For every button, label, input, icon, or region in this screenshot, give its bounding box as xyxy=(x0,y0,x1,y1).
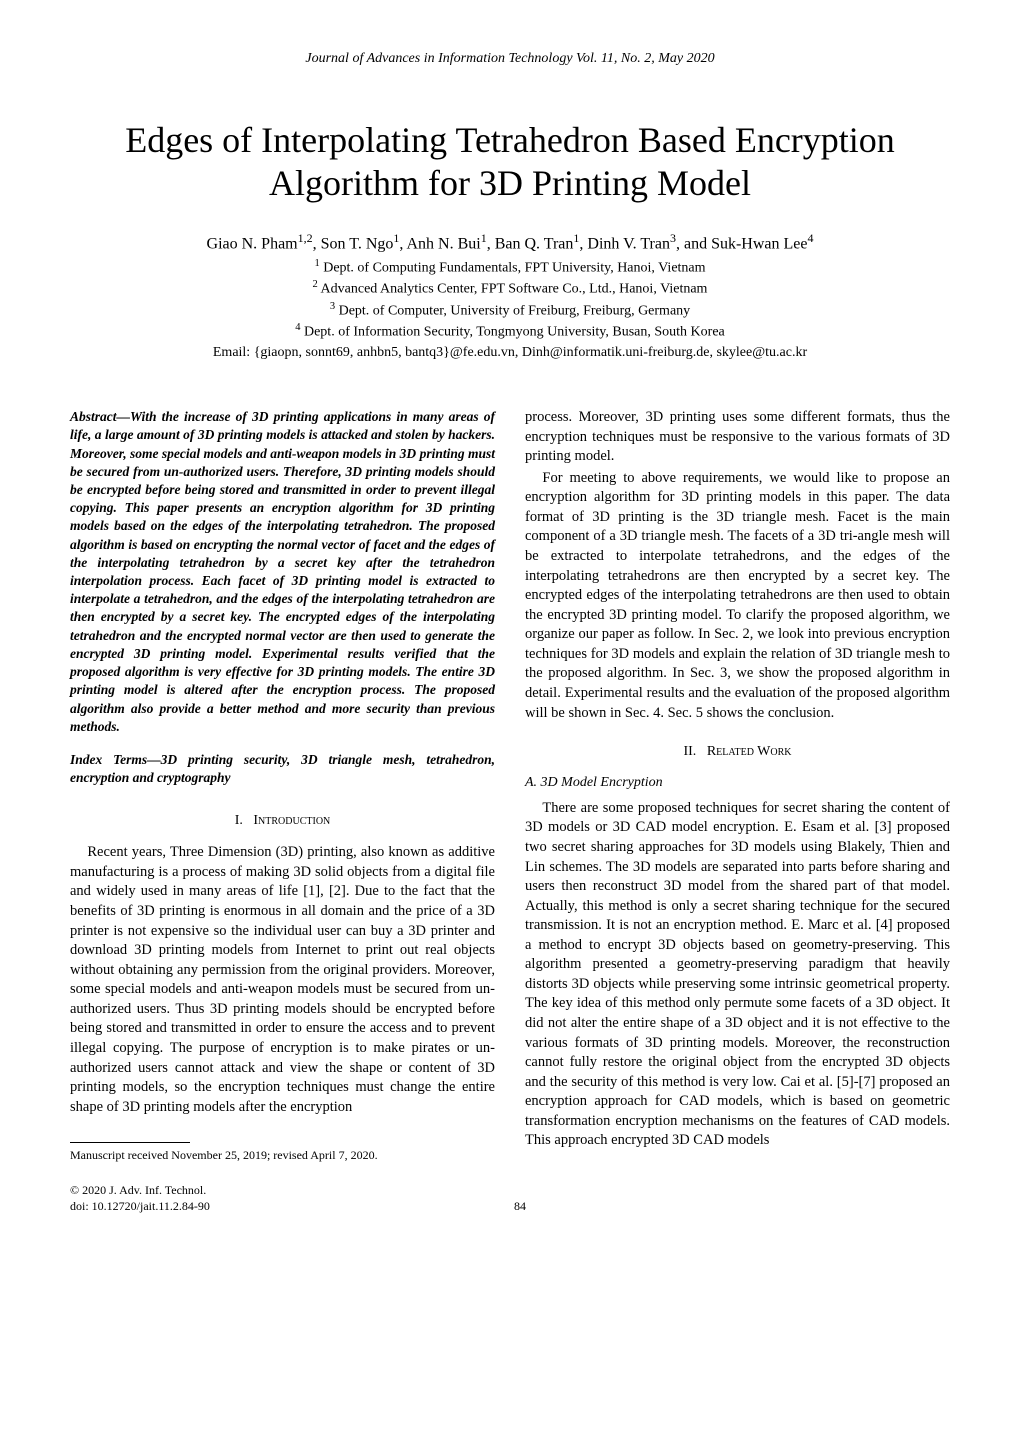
affiliation-2: 2 Advanced Analytics Center, FPT Softwar… xyxy=(70,278,950,299)
section-1-title: Introduction xyxy=(253,813,330,828)
section-2-title: Related Work xyxy=(707,744,792,759)
affiliation-4: 4 Dept. of Information Security, Tongmyo… xyxy=(70,321,950,342)
section-1-num: I. xyxy=(235,813,243,828)
abstract-label: Abstract xyxy=(70,409,117,424)
index-terms-block: Index Terms—3D printing security, 3D tri… xyxy=(70,751,495,787)
doi-line: doi: 10.12720/jait.11.2.84-90 xyxy=(70,1199,210,1215)
intro-paragraph-1: Recent years, Three Dimension (3D) print… xyxy=(70,843,495,1117)
affiliation-3: 3 Dept. of Computer, University of Freib… xyxy=(70,300,950,321)
paper-title: Edges of Interpolating Tetrahedron Based… xyxy=(70,119,950,205)
manuscript-footnote: Manuscript received November 25, 2019; r… xyxy=(70,1147,495,1163)
abstract-text: —With the increase of 3D printing applic… xyxy=(70,409,495,734)
page-number: 84 xyxy=(210,1198,830,1214)
affiliation-1: 1 Dept. of Computing Fundamentals, FPT U… xyxy=(70,257,950,278)
abstract-block: Abstract—With the increase of 3D printin… xyxy=(70,408,495,736)
section-1-heading: I. Introduction xyxy=(70,812,495,831)
col2-paragraph-2: For meeting to above requirements, we wo… xyxy=(525,469,950,723)
authors-line: Giao N. Pham1,2, Son T. Ngo1, Anh N. Bui… xyxy=(70,230,950,255)
footnote-rule xyxy=(70,1142,190,1143)
section-2-heading: II. Related Work xyxy=(525,743,950,762)
affiliations-block: 1 Dept. of Computing Fundamentals, FPT U… xyxy=(70,257,950,342)
page-footer: © 2020 J. Adv. Inf. Technol. doi: 10.127… xyxy=(70,1183,950,1214)
col2-continuation: process. Moreover, 3D printing uses some… xyxy=(525,408,950,467)
footer-left: © 2020 J. Adv. Inf. Technol. doi: 10.127… xyxy=(70,1183,210,1214)
s2a-paragraph-1: There are some proposed techniques for s… xyxy=(525,799,950,1151)
section-2-num: II. xyxy=(683,744,696,759)
subsection-2a-heading: A. 3D Model Encryption xyxy=(525,774,950,793)
index-terms-label: Index Terms xyxy=(70,752,147,767)
journal-header: Journal of Advances in Information Techn… xyxy=(70,50,950,69)
copyright-line: © 2020 J. Adv. Inf. Technol. xyxy=(70,1183,210,1199)
body-columns: Abstract—With the increase of 3D printin… xyxy=(70,408,950,1163)
emails-line: Email: {giaopn, sonnt69, anhbn5, bantq3}… xyxy=(70,344,950,363)
